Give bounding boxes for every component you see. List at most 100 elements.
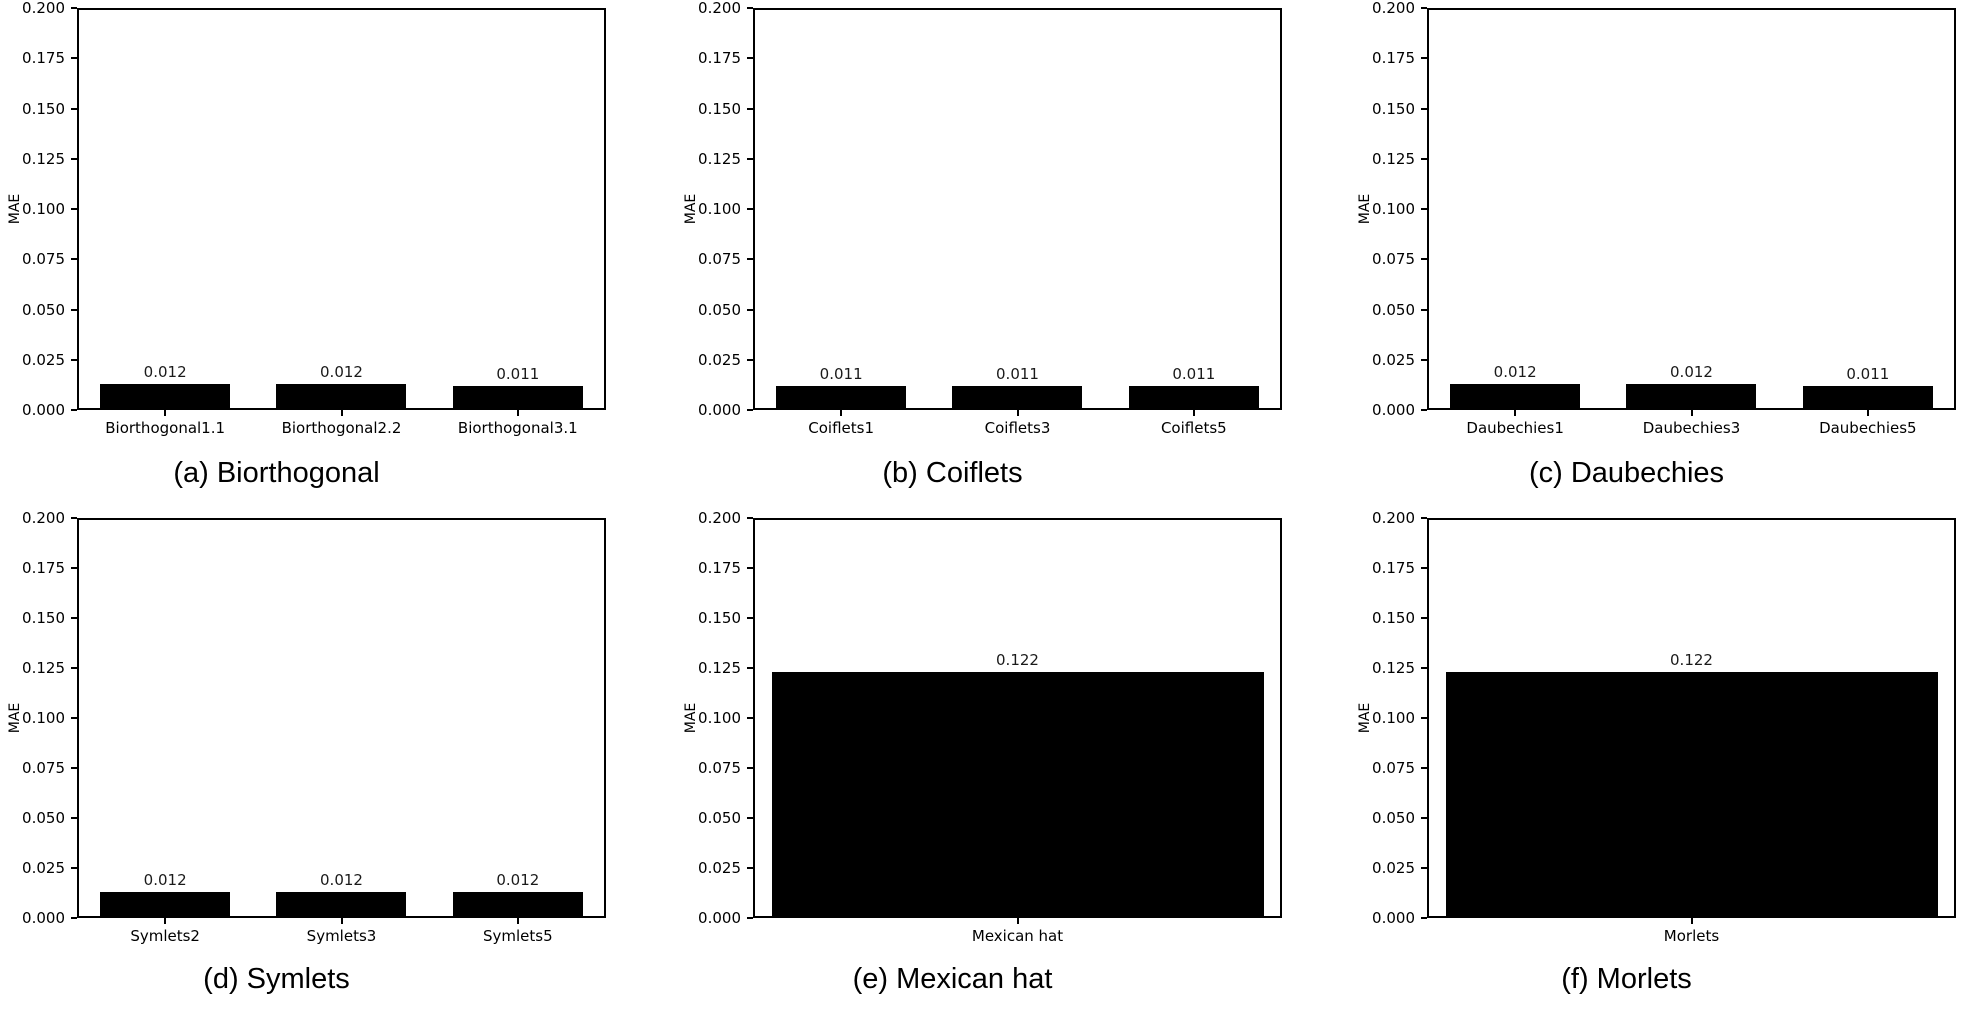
panel-caption-f: (f) Morlets: [1561, 963, 1692, 995]
bar: [1626, 384, 1756, 408]
bar: [276, 892, 406, 916]
y-tick-mark: [747, 817, 753, 819]
y-tick-label: 0.200: [22, 509, 65, 527]
y-tick-label: 0.100: [698, 709, 741, 727]
y-tick-mark: [747, 567, 753, 569]
x-tick-mark: [1690, 410, 1693, 416]
y-tick-label: 0.025: [22, 859, 65, 877]
x-tick-mark: [840, 410, 843, 416]
bar-value-label: 0.012: [1493, 363, 1537, 381]
y-tick-mark: [71, 867, 77, 869]
y-tick-label: 0.075: [698, 250, 741, 269]
y-tick-mark: [1421, 667, 1427, 669]
y-tick-label: 0.000: [22, 909, 65, 927]
x-tick-label: Coiflets1: [808, 419, 875, 437]
y-tick-label: 0.125: [698, 659, 741, 677]
x-tick-mark: [516, 918, 519, 924]
y-tick-mark: [747, 409, 753, 411]
y-tick-label: 0.000: [698, 909, 741, 927]
y-tick-mark: [71, 567, 77, 569]
y-tick-label: 0.175: [1372, 49, 1415, 68]
y-tick-mark: [71, 617, 77, 619]
x-tick-mark: [1016, 410, 1019, 416]
bar: [100, 892, 230, 916]
y-tick-label: 0.150: [22, 609, 65, 627]
y-tick-mark: [747, 57, 753, 60]
bar: [276, 384, 406, 408]
y-tick-label: 0.075: [1372, 250, 1415, 269]
bar-value-label: 0.012: [143, 363, 187, 381]
y-tick-label: 0.200: [1372, 509, 1415, 527]
y-tick-label: 0.100: [1372, 709, 1415, 727]
y-tick-mark: [1421, 767, 1427, 769]
y-tick-mark: [1421, 57, 1427, 60]
x-tick-label: Symlets3: [306, 927, 377, 945]
y-tick-mark: [747, 7, 753, 9]
y-tick-mark: [1421, 107, 1427, 110]
y-tick-label: 0.175: [22, 559, 65, 577]
y-tick-mark: [1421, 867, 1427, 869]
bar-value-label: 0.012: [143, 871, 187, 889]
y-tick-label: 0.000: [698, 401, 741, 419]
y-tick-label: 0.200: [22, 0, 65, 17]
y-tick-label: 0.175: [698, 559, 741, 577]
x-tick-mark: [164, 410, 167, 416]
x-tick-mark: [340, 918, 343, 924]
y-tick-mark: [747, 358, 753, 361]
bar-value-label: 0.122: [996, 651, 1039, 669]
y-tick-label: 0.100: [698, 200, 741, 218]
y-tick-mark: [71, 767, 77, 769]
x-tick-mark: [1866, 410, 1869, 416]
panel-caption-d: (d) Symlets: [203, 963, 350, 995]
y-tick-mark: [1421, 817, 1427, 819]
y-tick-label: 0.100: [1372, 200, 1415, 218]
y-tick-label: 0.050: [698, 809, 741, 827]
y-tick-label: 0.150: [1372, 99, 1415, 118]
y-tick-label: 0.150: [698, 609, 741, 627]
y-tick-label: 0.050: [1372, 809, 1415, 827]
y-tick-label: 0.175: [22, 49, 65, 68]
y-tick-mark: [1421, 258, 1427, 261]
y-tick-mark: [747, 107, 753, 110]
y-tick-mark: [1421, 358, 1427, 361]
bar: [1446, 672, 1938, 916]
panel-caption-b: (b) Coiflets: [882, 457, 1023, 489]
y-tick-mark: [71, 57, 77, 60]
x-tick-label: Symlets2: [130, 927, 200, 945]
x-tick-label: Mexican hat: [971, 927, 1064, 945]
bar-value-label: 0.012: [1670, 363, 1713, 381]
y-tick-label: 0.000: [1372, 909, 1415, 927]
y-tick-mark: [1421, 308, 1427, 311]
y-tick-label: 0.025: [698, 859, 741, 877]
y-tick-label: 0.075: [22, 250, 65, 269]
x-tick-label: Daubechies1: [1466, 419, 1564, 437]
y-tick-label: 0.025: [1372, 859, 1415, 877]
x-tick-mark: [340, 410, 343, 416]
y-tick-label: 0.100: [22, 709, 65, 727]
y-tick-mark: [1421, 7, 1427, 9]
bar: [453, 892, 583, 916]
panel-caption-a: (a) Biorthogonal: [173, 457, 380, 489]
plot-box-c: [1427, 8, 1956, 410]
y-tick-label: 0.150: [698, 99, 741, 118]
y-tick-mark: [747, 717, 753, 719]
y-tick-mark: [71, 667, 77, 669]
y-tick-label: 0.025: [698, 350, 741, 369]
y-tick-mark: [71, 107, 77, 110]
y-tick-mark: [747, 208, 753, 210]
panel-caption-e: (e) Mexican hat: [852, 963, 1053, 995]
y-tick-mark: [71, 308, 77, 311]
y-tick-mark: [1421, 917, 1427, 919]
y-tick-mark: [747, 617, 753, 619]
y-tick-label: 0.125: [1372, 659, 1415, 677]
y-tick-mark: [747, 157, 753, 160]
y-tick-mark: [71, 717, 77, 719]
y-tick-mark: [1421, 208, 1427, 210]
y-tick-mark: [71, 7, 77, 9]
y-tick-mark: [747, 667, 753, 669]
y-tick-mark: [71, 917, 77, 919]
x-tick-label: Daubechies3: [1642, 419, 1741, 437]
y-tick-label: 0.050: [22, 300, 65, 319]
y-tick-mark: [71, 157, 77, 160]
plot-box-b: [753, 8, 1282, 410]
